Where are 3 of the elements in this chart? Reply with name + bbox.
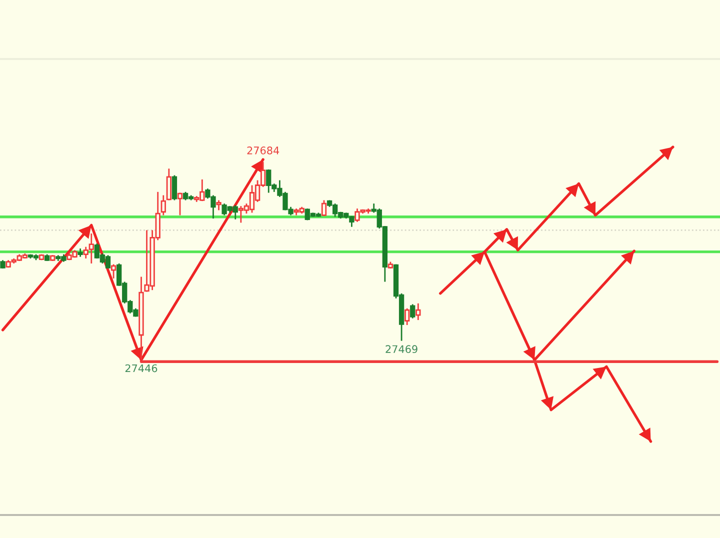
text: 27446 [125, 364, 158, 372]
text: 27684 [247, 146, 280, 154]
text: 27469 [386, 345, 418, 354]
